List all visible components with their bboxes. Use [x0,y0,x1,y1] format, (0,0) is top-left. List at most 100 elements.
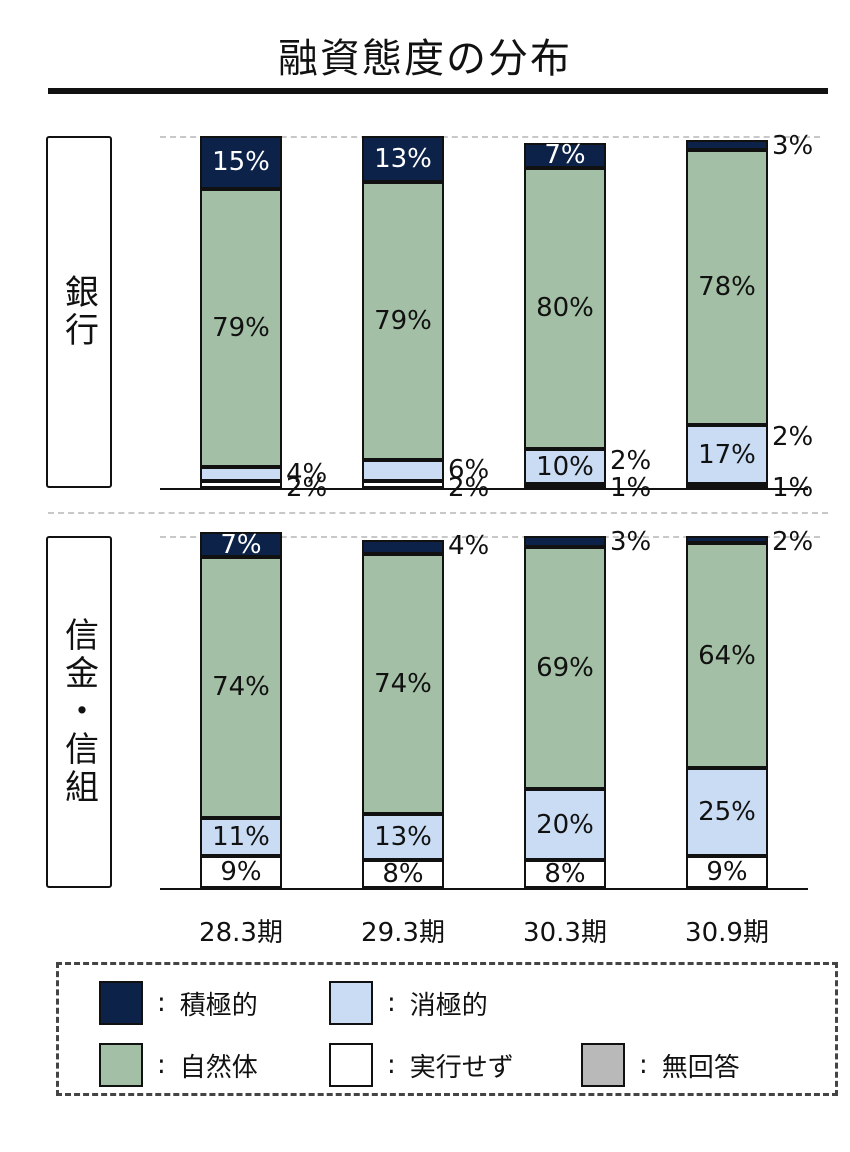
bar-segment [524,167,606,450]
legend-colon: : [387,1050,396,1080]
x-tick-label: 30.3期 [523,918,607,948]
data-label: 15% [212,147,270,178]
bar-segment [362,181,444,460]
data-label: 78% [698,272,756,303]
bar-segment [362,553,444,815]
legend-label-no-answer: 無回答 [661,1052,740,1083]
bar-segment [524,789,606,860]
bar-segment [524,546,606,790]
data-label-outside: 2% [772,527,814,557]
bar-segment [200,136,282,189]
bar-segment [686,856,768,888]
legend-item-passive: : 消極的 [329,981,488,1025]
bar-segment [686,150,768,425]
legend: : 積極的 : 消極的 : 自然体 : 実行せず : 無回答 [56,962,838,1096]
bar-segment [524,536,606,547]
bar-segment [200,817,282,857]
bar-segment [686,484,768,489]
data-label-outside: 6% [448,455,490,486]
bar-stack [686,536,768,888]
data-label-outside: 4% [286,458,328,489]
data-label-outside: 1% [772,473,814,503]
gridline-top [160,536,820,538]
bar-stack [200,136,282,488]
legend-item-no-execution: : 実行せず [329,1043,514,1087]
legend-swatch-natural [99,1043,143,1087]
data-label-outside: 1% [610,473,652,503]
bar-stack [524,536,606,888]
data-label: 9% [220,857,262,888]
group-label-shinkin-text: 信金・信組 [58,617,99,807]
bar-segment [200,557,282,818]
bar-stack [524,136,606,489]
legend-swatch-active [99,981,143,1025]
axis-baseline [160,888,808,890]
legend-label-natural: 自然体 [179,1052,258,1083]
legend-colon: : [157,988,166,1018]
legend-colon: : [157,1050,166,1080]
chart-title: 融資態度の分布 [278,36,572,82]
data-label: 9% [706,857,748,888]
data-label-outside: 3% [772,130,814,161]
group-label-banks: 銀行 [46,136,112,488]
data-label: 8% [544,858,586,889]
legend-item-active: : 積極的 [99,981,258,1025]
data-label: 69% [536,653,594,683]
legend-swatch-passive [329,981,373,1025]
bar-stack [200,532,282,888]
data-label: 10% [536,451,594,482]
bar-segment [524,859,606,888]
bar-stack [362,136,444,488]
legend-label-passive: 消極的 [409,990,488,1021]
bar-segment [524,143,606,168]
data-label-outside: 4% [448,530,490,561]
data-label: 11% [212,821,270,852]
data-label: 74% [374,668,432,699]
data-label-outside: 3% [610,527,652,557]
bar-segment [362,459,444,481]
data-label: 7% [220,529,262,560]
legend-swatch-no-answer [581,1043,625,1087]
bar-stack [686,136,768,489]
bar-segment [362,136,444,182]
data-label: 17% [698,439,756,470]
bar-segment [686,139,768,151]
group-label-shinkin: 信金・信組 [46,536,112,888]
bar-segment [200,532,282,558]
group-label-banks-text: 銀行 [58,274,99,350]
legend-colon: : [387,988,396,1018]
data-label-outside: 2% [448,473,490,503]
legend-swatch-no-execution [329,1043,373,1087]
bar-segment [686,424,768,485]
x-tick-label: 30.9期 [685,918,769,948]
data-label: 79% [212,312,270,343]
data-label: 79% [374,305,432,336]
data-label: 13% [374,821,432,852]
title-underline [48,88,828,94]
data-label-outside: 2% [286,473,328,503]
bar-segment [362,539,444,554]
bar-segment [200,856,282,888]
legend-item-no-answer: : 無回答 [581,1043,740,1087]
x-tick-label: 28.3期 [199,918,283,948]
bar-segment [686,536,768,544]
bar-segment [362,480,444,488]
data-label: 74% [212,672,270,703]
bar-segment [200,188,282,467]
bar-stack [362,536,444,888]
group-separator [48,512,828,514]
data-label-outside: 2% [610,446,652,477]
data-label: 25% [698,797,756,828]
bar-segment [200,480,282,488]
bar-segment [362,814,444,860]
data-label: 13% [374,143,432,174]
bar-segment [362,859,444,888]
bar-segment [686,543,768,769]
legend-item-natural: : 自然体 [99,1043,258,1087]
legend-label-no-execution: 実行せず [409,1052,514,1083]
data-label: 80% [536,293,594,324]
bar-segment [200,466,282,481]
bar-segment [524,484,606,489]
axis-baseline [160,488,808,490]
data-label-outside: 2% [772,421,814,452]
